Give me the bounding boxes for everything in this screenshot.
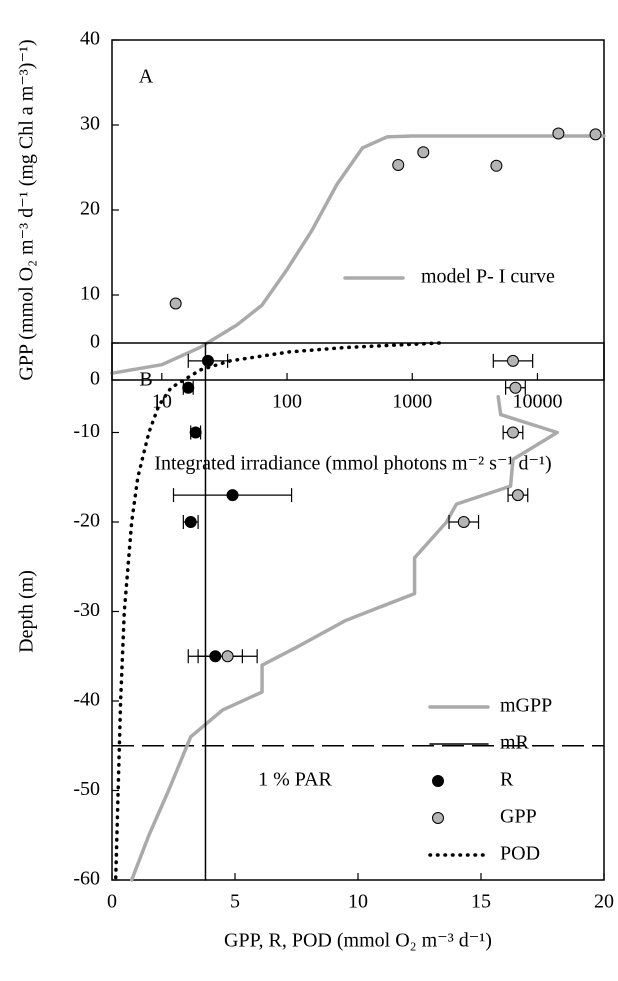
data-point (189, 426, 202, 439)
y-tick-label: 0 (90, 368, 100, 390)
data-point (509, 381, 522, 394)
x-tick-label: 100 (272, 391, 302, 413)
y-axis-label: Depth (m) (16, 570, 38, 653)
y-tick-label: -10 (73, 420, 100, 442)
y-tick-label: -30 (73, 599, 100, 621)
x-tick-label: 15 (471, 891, 491, 913)
legend-label: mR (500, 732, 530, 754)
x-axis-label: GPP, R, POD (mmol O₂ m⁻³ d⁻¹) (224, 930, 492, 952)
legend-label: POD (500, 843, 540, 865)
x-tick-label: 10 (348, 891, 368, 913)
data-point (226, 489, 239, 502)
y-tick-label: -20 (73, 510, 100, 532)
data-point (511, 489, 524, 502)
legend-swatch (432, 775, 444, 787)
x-axis-label: Integrated irradiance (mmol photons m⁻² … (154, 453, 551, 475)
plot-frame (111, 39, 605, 381)
legend-label: GPP (500, 806, 537, 828)
data-point (417, 146, 430, 159)
y-tick-label: -50 (73, 778, 100, 800)
y-tick-label: -40 (73, 689, 100, 711)
y-tick-label: 10 (80, 283, 100, 305)
y-tick-label: 40 (80, 28, 100, 50)
data-point (392, 158, 405, 171)
legend-label: model P- I curve (421, 266, 555, 288)
model-line (129, 394, 560, 882)
data-point (589, 128, 602, 141)
y-tick-label: -60 (73, 868, 100, 890)
reference-label: 1 % PAR (258, 768, 332, 790)
x-tick-label: 1000 (392, 391, 432, 413)
data-point (506, 426, 519, 439)
data-point (552, 127, 565, 140)
y-tick-label: 20 (80, 198, 100, 220)
x-tick-label: 0 (107, 891, 117, 913)
x-tick-label: 5 (230, 891, 240, 913)
x-tick-label: 20 (594, 891, 614, 913)
x-tick-label: 10000 (512, 391, 562, 413)
legend-label: R (500, 769, 514, 791)
data-point (201, 354, 214, 367)
data-point (506, 354, 519, 367)
data-point (490, 159, 503, 172)
data-point (169, 297, 182, 310)
data-point (182, 381, 195, 394)
legend-swatch (432, 812, 444, 824)
data-point (221, 650, 234, 663)
legend-label: mGPP (500, 695, 552, 717)
y-tick-label: 0 (90, 331, 100, 353)
data-point (184, 516, 197, 528)
y-axis-label: GPP (mmol O₂ m⁻³ d⁻¹ (mg Chl a m⁻³)⁻¹) (16, 39, 38, 380)
panel-label: B (139, 369, 152, 391)
panel-label: A (139, 66, 154, 88)
model-line (110, 134, 606, 375)
y-tick-label: 30 (80, 113, 100, 135)
data-point (457, 516, 470, 528)
